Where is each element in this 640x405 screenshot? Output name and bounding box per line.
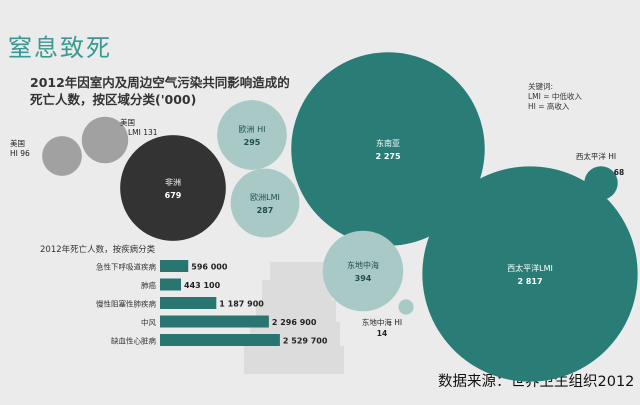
bubble-东南亚	[291, 52, 485, 246]
bubble-name-label: 西太平洋LMI	[507, 263, 553, 273]
building-block	[244, 346, 344, 374]
bubble-欧洲LMI	[230, 168, 300, 238]
bar	[160, 260, 189, 272]
bar-category-label: 肺癌	[141, 280, 156, 290]
bar-chart-title: 2012年死亡人数，按疾病分类	[40, 245, 156, 255]
bubble-value-label: 2 817	[517, 277, 542, 286]
bubble-name-label: 西太平洋 HI	[576, 151, 616, 161]
building-block	[270, 262, 328, 280]
bar-value-label: 1 187 900	[219, 300, 264, 309]
page-title: 窒息致死	[8, 34, 112, 62]
bubble-value-label: 287	[257, 206, 274, 215]
bar-value-label: 2 529 700	[283, 337, 328, 346]
bar-chart: 急性下呼吸道疾病 596 000 肺癌 443 100 慢性阻塞性肺疾病 1 187 90…	[96, 260, 328, 346]
bar-category-label: 中风	[141, 317, 156, 327]
bar-value-label: 443 100	[184, 281, 221, 290]
bar	[160, 315, 269, 328]
key-hi: HI = 高收入	[528, 102, 570, 111]
source-note: 数据来源：世界卫生组织2012	[438, 374, 635, 390]
bubble-name-label: 欧洲LMI	[250, 192, 280, 202]
building-block	[262, 280, 332, 300]
bar-category-label: 缺血性心脏病	[111, 336, 156, 346]
bubble-东地中海	[322, 230, 404, 312]
bubble-非洲	[120, 135, 226, 241]
bubble-value-label: LMI 131	[128, 128, 158, 137]
bubble-value-label: 679	[165, 191, 182, 200]
bar	[160, 297, 217, 309]
bubble-value-label: 295	[244, 138, 261, 147]
bubble-西太平洋LMI	[422, 166, 638, 382]
bubble-美国-LMI	[81, 116, 129, 164]
bubble-value-label: HI 96	[10, 149, 30, 158]
bubble-value-label: 394	[355, 274, 372, 283]
bubble-东地中海-HI	[398, 299, 414, 315]
bubble-value-label: 68	[614, 168, 624, 177]
legend-key: 关键词: LMI = 中低收入 HI = 高收入	[528, 82, 582, 112]
bar-category-label: 急性下呼吸道疾病	[96, 262, 156, 272]
bubble-name-label: 美国	[10, 138, 25, 148]
bubble-西太平洋-HI	[584, 166, 618, 200]
bubble-name-label: 非洲	[165, 177, 181, 187]
bubble-欧洲HI	[217, 100, 287, 170]
decorative-building	[244, 262, 344, 374]
bubble-美国-HI	[42, 136, 82, 176]
chart-subtitle: 2012年因室内及周边空气污染共同影响造成的死亡人数，按区域分类('000)	[30, 75, 290, 107]
bubble-name-label: 美国	[120, 117, 135, 127]
bar-value-label: 2 296 900	[272, 318, 317, 327]
bubble-name-label: 东南亚	[376, 138, 400, 148]
bubble-name-label: 欧洲 HI	[239, 124, 266, 134]
bar-value-label: 596 000	[191, 263, 228, 272]
bar	[160, 334, 280, 346]
bubble-value-label: 14	[377, 329, 387, 338]
bar-category-label: 慢性阻塞性肺疾病	[96, 299, 156, 309]
bubble-name-label: 东地中海 HI	[362, 317, 402, 327]
bar	[160, 278, 182, 291]
key-title: 关键词:	[528, 82, 554, 91]
key-lmi: LMI = 中低收入	[528, 92, 582, 101]
building-block	[256, 300, 336, 322]
bubble-value-label: 2 275	[375, 152, 400, 161]
bubble-name-label: 东地中海	[347, 260, 379, 270]
